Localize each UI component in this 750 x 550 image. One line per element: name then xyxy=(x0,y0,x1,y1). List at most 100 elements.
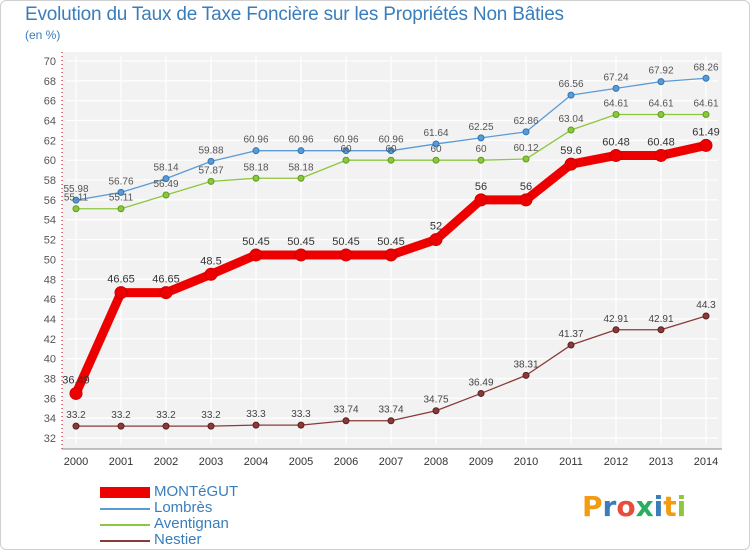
data-point xyxy=(339,248,353,262)
data-label: 68.26 xyxy=(693,62,718,73)
logo-letter: o xyxy=(616,490,636,523)
y-tick-label: 54 xyxy=(44,215,56,227)
data-label: 42.91 xyxy=(603,314,628,325)
data-label: 46.65 xyxy=(107,274,135,286)
data-label: 56 xyxy=(475,181,487,193)
data-label: 50.45 xyxy=(332,236,360,248)
data-point xyxy=(252,174,260,182)
data-label: 33.3 xyxy=(246,409,266,420)
y-tick-label: 42 xyxy=(44,334,56,346)
data-point xyxy=(297,174,305,182)
data-point xyxy=(702,74,710,82)
data-label: 33.2 xyxy=(66,410,86,421)
data-point xyxy=(162,191,170,199)
data-point xyxy=(387,417,395,425)
data-label: 34.75 xyxy=(423,395,448,406)
data-point xyxy=(387,147,395,155)
legend-label: Nestier xyxy=(154,531,202,548)
data-label: 55.11 xyxy=(64,193,89,204)
data-label: 64.61 xyxy=(693,98,718,109)
data-point xyxy=(519,193,533,207)
x-tick-label: 2004 xyxy=(244,456,268,468)
data-point xyxy=(69,386,83,400)
data-point xyxy=(207,157,215,165)
legend-label: MONTéGUT xyxy=(154,483,239,500)
data-point xyxy=(567,126,575,134)
data-label: 48.5 xyxy=(200,255,221,267)
data-point xyxy=(477,156,485,164)
data-point xyxy=(117,205,125,213)
data-label: 64.61 xyxy=(648,98,673,109)
data-label: 67.24 xyxy=(603,72,628,83)
legend-label: Lombrès xyxy=(154,499,213,516)
data-label: 60.48 xyxy=(602,136,630,148)
legend-swatch xyxy=(100,524,150,526)
y-tick-label: 58 xyxy=(44,175,56,187)
y-tick-label: 36 xyxy=(44,393,56,405)
data-point xyxy=(657,78,665,86)
data-label: 52 xyxy=(430,221,442,233)
data-point xyxy=(609,148,623,162)
data-point xyxy=(702,110,710,118)
data-label: 61.64 xyxy=(423,128,448,139)
x-tick-label: 2005 xyxy=(289,456,313,468)
data-point xyxy=(612,110,620,118)
data-label: 58.14 xyxy=(153,163,178,174)
data-point xyxy=(522,371,530,379)
data-point xyxy=(432,140,440,148)
data-point xyxy=(252,421,260,429)
data-label: 63.04 xyxy=(558,114,583,125)
y-tick-label: 64 xyxy=(44,116,56,128)
data-point xyxy=(162,422,170,430)
data-label: 55.98 xyxy=(63,184,88,195)
y-tick-label: 32 xyxy=(44,433,56,445)
data-label: 33.74 xyxy=(378,405,403,416)
x-tick-label: 2013 xyxy=(649,456,673,468)
y-tick-label: 44 xyxy=(44,314,56,326)
x-tick-label: 2014 xyxy=(694,456,718,468)
data-label: 36.49 xyxy=(62,374,90,386)
data-point xyxy=(384,248,398,262)
data-point xyxy=(342,147,350,155)
x-tick-label: 2012 xyxy=(604,456,628,468)
logo-letter: x xyxy=(635,490,654,523)
y-tick-label: 60 xyxy=(44,155,56,167)
data-label: 60 xyxy=(385,144,397,155)
data-label: 58.18 xyxy=(288,162,313,173)
data-label: 42.91 xyxy=(648,314,673,325)
data-point xyxy=(72,422,80,430)
data-point xyxy=(567,91,575,99)
x-tick-label: 2003 xyxy=(199,456,223,468)
x-tick-label: 2010 xyxy=(514,456,538,468)
legend-label: Aventignan xyxy=(154,515,229,532)
data-label: 60.12 xyxy=(513,143,538,154)
y-tick-label: 70 xyxy=(44,56,56,68)
x-tick-label: 2008 xyxy=(424,456,448,468)
y-tick-label: 34 xyxy=(44,413,56,425)
legend-swatch xyxy=(100,540,150,542)
logo-letter: i xyxy=(676,490,687,523)
data-point xyxy=(117,422,125,430)
x-tick-label: 2001 xyxy=(109,456,133,468)
data-point xyxy=(612,84,620,92)
legend-swatch xyxy=(100,487,150,498)
data-label: 62.86 xyxy=(513,116,538,127)
data-label: 55.11 xyxy=(109,193,134,204)
data-label: 60.96 xyxy=(333,135,358,146)
data-point xyxy=(522,155,530,163)
logo-letter: t xyxy=(663,490,677,523)
y-tick-label: 66 xyxy=(44,96,56,108)
x-tick-label: 2006 xyxy=(334,456,358,468)
data-point xyxy=(117,188,125,196)
logo-letter: i xyxy=(653,490,664,523)
data-label: 44.3 xyxy=(696,300,716,311)
data-label: 33.2 xyxy=(156,410,176,421)
data-label: 50.45 xyxy=(287,236,315,248)
y-tick-label: 68 xyxy=(44,76,56,88)
data-point xyxy=(477,389,485,397)
y-tick-label: 40 xyxy=(44,354,56,366)
y-tick-label: 56 xyxy=(44,195,56,207)
data-point xyxy=(159,286,173,300)
data-point xyxy=(387,156,395,164)
data-label: 56.76 xyxy=(108,176,133,187)
